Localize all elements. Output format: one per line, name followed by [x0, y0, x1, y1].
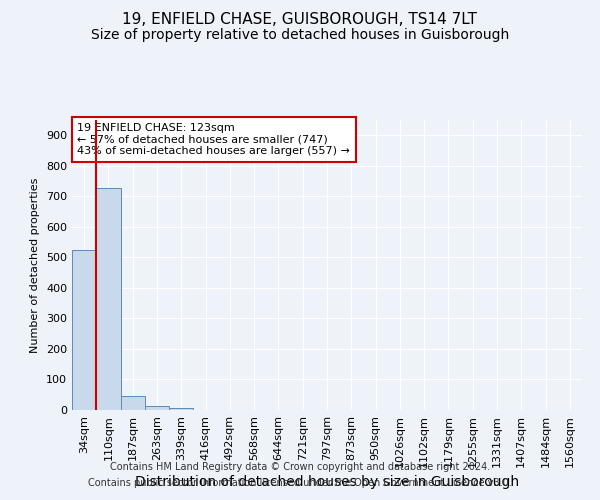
- Bar: [72, 250, 96, 410]
- Bar: [96, 188, 121, 410]
- Text: 19 ENFIELD CHASE: 123sqm
← 57% of detached houses are smaller (747)
43% of semi-: 19 ENFIELD CHASE: 123sqm ← 57% of detach…: [77, 123, 350, 156]
- Bar: [169, 408, 193, 410]
- Text: Contains public sector information licensed under the Open Government Licence v3: Contains public sector information licen…: [88, 478, 512, 488]
- Bar: [121, 396, 145, 410]
- Text: Size of property relative to detached houses in Guisborough: Size of property relative to detached ho…: [91, 28, 509, 42]
- Bar: [145, 406, 169, 410]
- X-axis label: Distribution of detached houses by size in Guisborough: Distribution of detached houses by size …: [135, 476, 519, 490]
- Y-axis label: Number of detached properties: Number of detached properties: [31, 178, 40, 352]
- Text: 19, ENFIELD CHASE, GUISBOROUGH, TS14 7LT: 19, ENFIELD CHASE, GUISBOROUGH, TS14 7LT: [122, 12, 478, 28]
- Text: Contains HM Land Registry data © Crown copyright and database right 2024.: Contains HM Land Registry data © Crown c…: [110, 462, 490, 472]
